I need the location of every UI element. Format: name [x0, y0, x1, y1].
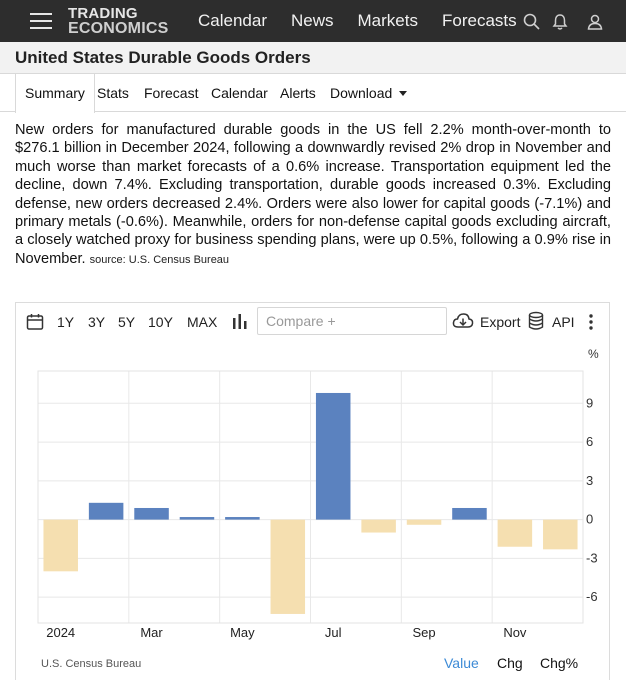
- bar: [134, 507, 169, 520]
- description-source: source: U.S. Census Bureau: [89, 253, 230, 266]
- bar: [361, 519, 396, 533]
- bar: [452, 507, 487, 520]
- x-tick-label: 2024: [46, 625, 75, 640]
- bar: [406, 519, 442, 525]
- database-icon[interactable]: [527, 311, 545, 331]
- y-tick-label: -3: [586, 550, 598, 565]
- tab-stats[interactable]: Stats: [97, 85, 129, 101]
- tab-download-label: Download: [330, 85, 393, 101]
- nav-link-forecasts[interactable]: Forecasts: [441, 11, 517, 30]
- tab-summary[interactable]: Summary: [15, 74, 95, 113]
- range-3y-button[interactable]: 3Y: [88, 314, 106, 330]
- range-1y-button[interactable]: 1Y: [57, 314, 75, 330]
- bar: [497, 519, 533, 547]
- compare-input[interactable]: Compare +: [257, 307, 447, 335]
- y-tick-label: 6: [586, 434, 593, 449]
- x-tick-label: Nov: [503, 625, 527, 640]
- nav-link-calendar[interactable]: Calendar: [198, 11, 267, 30]
- bar: [543, 519, 578, 550]
- chart-card: 1Y 3Y 5Y 10Y MAX Compare + Export API: [15, 302, 610, 680]
- bar: [43, 519, 78, 572]
- plot-area-border: [37, 370, 584, 624]
- nav-link-markets[interactable]: Markets: [357, 11, 418, 30]
- logo[interactable]: TRADING ECONOMICS: [68, 5, 169, 37]
- x-tick-label: Sep: [412, 625, 435, 640]
- tab-download[interactable]: Download: [330, 74, 408, 112]
- x-tick-label: May: [230, 625, 255, 640]
- tab-forecast[interactable]: Forecast: [144, 85, 199, 101]
- y-tick-label: -6: [586, 589, 598, 604]
- y-tick-label: 0: [586, 512, 593, 527]
- x-tick-label: Mar: [140, 625, 163, 640]
- menu-icon[interactable]: [30, 13, 52, 30]
- view-chg-pct-button[interactable]: Chg%: [540, 655, 579, 671]
- y-tick-label: 9: [586, 395, 593, 410]
- durable-goods-bar-chart: 9 6 3 0 -3 -6% 2024 Mar May Jul Sep Nov U.S. Census …: [37, 347, 599, 670]
- tab-bar: Summary Stats Forecast Calendar Alerts D…: [0, 74, 626, 113]
- more-vertical-icon[interactable]: [588, 313, 594, 331]
- nav-link-news[interactable]: News: [291, 11, 334, 30]
- bar: [179, 517, 215, 520]
- range-5y-button[interactable]: 5Y: [118, 314, 136, 330]
- calendar-icon[interactable]: [26, 313, 44, 331]
- view-value-button[interactable]: Value: [444, 655, 479, 671]
- range-10y-button[interactable]: 10Y: [148, 314, 173, 330]
- bar: [88, 502, 124, 520]
- cloud-download-icon[interactable]: [452, 312, 474, 330]
- bar: [315, 392, 351, 520]
- chart-type-icon[interactable]: [232, 313, 248, 331]
- title-bar: United States Durable Goods Orders: [0, 42, 626, 74]
- view-chg-button[interactable]: Chg: [497, 655, 523, 671]
- x-tick-label: Jul: [325, 625, 342, 640]
- page-title: United States Durable Goods Orders: [15, 48, 311, 67]
- top-nav: TRADING ECONOMICS Calendar News Markets …: [0, 0, 626, 42]
- description-text: New orders for manufactured durable good…: [15, 122, 611, 267]
- bar: [225, 517, 260, 520]
- y-unit-label: %: [588, 347, 599, 361]
- logo-line2: ECONOMICS: [68, 20, 169, 37]
- search-icon[interactable]: [522, 12, 542, 32]
- range-max-button[interactable]: MAX: [187, 314, 218, 330]
- y-tick-label: 3: [586, 473, 593, 488]
- chart-toolbar: 1Y 3Y 5Y 10Y MAX Compare + Export API: [16, 303, 609, 341]
- tab-alerts[interactable]: Alerts: [280, 85, 316, 101]
- nav-links: Calendar News Markets Forecasts: [198, 0, 541, 42]
- user-icon[interactable]: [585, 12, 605, 32]
- caret-down-icon: [399, 91, 408, 96]
- export-button[interactable]: Export: [480, 314, 521, 330]
- bell-icon[interactable]: [550, 12, 570, 32]
- tab-calendar[interactable]: Calendar: [211, 85, 268, 101]
- logo-line1: TRADING: [68, 5, 138, 22]
- api-button[interactable]: API: [552, 314, 575, 330]
- bar: [270, 519, 306, 614]
- chart-source-label: U.S. Census Bureau: [41, 658, 141, 670]
- description: New orders for manufactured durable good…: [15, 121, 611, 269]
